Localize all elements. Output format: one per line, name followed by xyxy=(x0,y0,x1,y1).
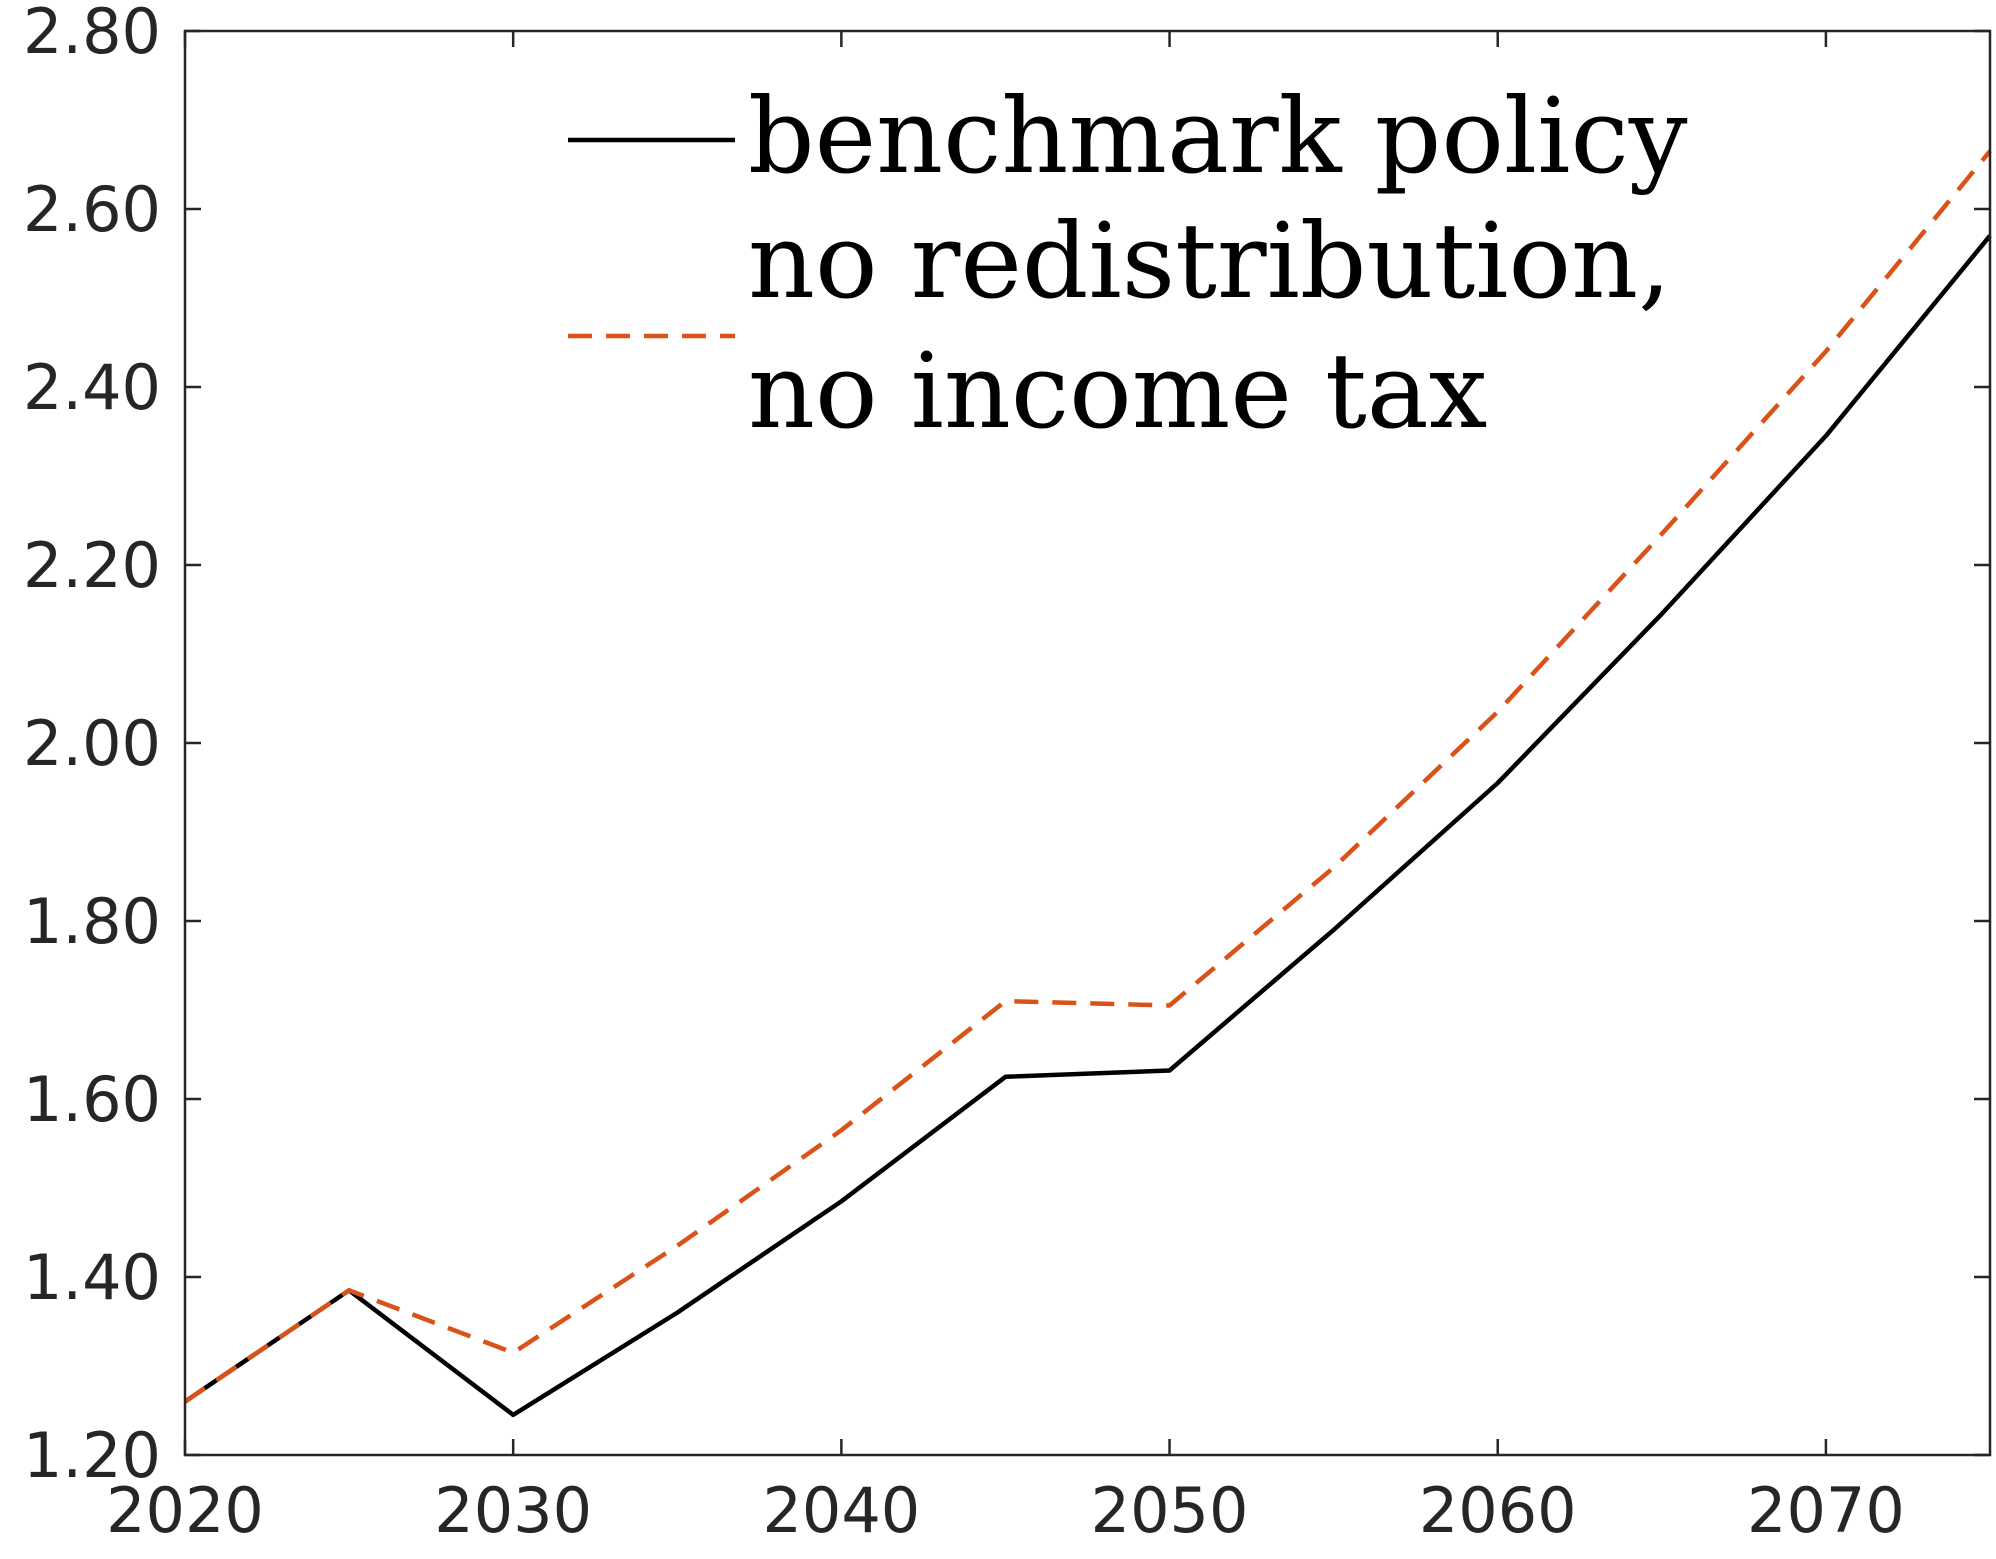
y-tick-label: 1.40 xyxy=(23,1241,161,1314)
x-tick-label: 2020 xyxy=(106,1474,264,1547)
y-tick-label: 2.00 xyxy=(23,707,161,780)
y-tick-label: 2.80 xyxy=(23,0,161,68)
plot-background xyxy=(185,31,1990,1455)
x-tick-label: 2070 xyxy=(1747,1474,1905,1547)
x-tick-label: 2030 xyxy=(434,1474,592,1547)
x-tick-label: 2060 xyxy=(1419,1474,1577,1547)
y-tick-label: 1.60 xyxy=(23,1063,161,1136)
y-tick-label: 2.40 xyxy=(23,351,161,424)
y-tick-label: 2.60 xyxy=(23,173,161,246)
axes-layer: 2020 2030 2040 2050 2060 2070 1.20 1.40 1.60 1.80… xyxy=(23,0,1992,1547)
x-tick-label: 2040 xyxy=(762,1474,920,1547)
series-line-1 xyxy=(183,234,1992,1418)
y-tick-label: 2.20 xyxy=(23,529,161,602)
plot-area xyxy=(185,31,1990,1455)
legend-label-2: no redistribution, xyxy=(748,200,1671,322)
y-tick-label: 1.20 xyxy=(23,1419,161,1492)
y-tick-label: 1.80 xyxy=(23,885,161,958)
series-line-2 xyxy=(183,149,1992,1404)
legend-label-1: benchmark policy xyxy=(748,75,1688,197)
legend-label-2: no income tax xyxy=(748,330,1487,452)
series-layer xyxy=(183,149,1992,1418)
x-tick-label: 2050 xyxy=(1091,1474,1249,1547)
